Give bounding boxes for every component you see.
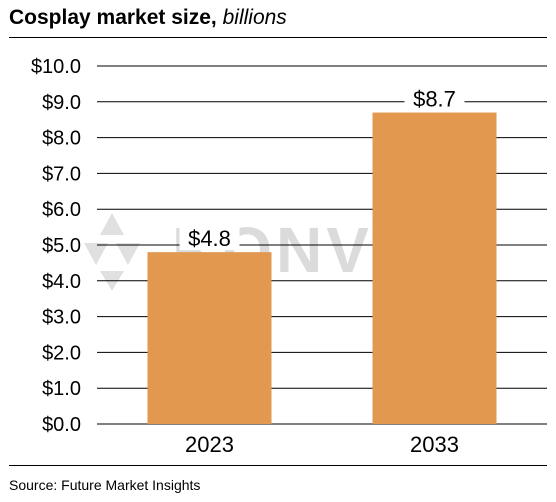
y-tick-label: $10.0	[31, 56, 81, 78]
data-label-background	[179, 226, 240, 251]
y-tick-label: $6.0	[42, 199, 81, 221]
y-tick-label: $3.0	[42, 307, 81, 329]
y-tick-label: $4.0	[42, 271, 81, 293]
bar	[147, 252, 272, 424]
x-tick-label: 2023	[185, 432, 234, 457]
title-divider	[9, 37, 547, 38]
data-label-background	[404, 86, 465, 111]
y-tick-label: $8.0	[42, 128, 81, 150]
y-tick-label: $1.0	[42, 378, 81, 400]
chart-title: Cosplay market size, billions	[9, 6, 287, 30]
y-tick-label: $2.0	[42, 342, 81, 364]
chart-title-main: Cosplay market size,	[9, 6, 217, 29]
source-note: Source: Future Market Insights	[9, 477, 201, 493]
x-tick-label: 2033	[410, 432, 459, 457]
y-tick-label: $0.0	[42, 414, 81, 436]
bar	[372, 112, 497, 424]
y-tick-label: $7.0	[42, 163, 81, 185]
data-label: $4.8	[188, 226, 231, 251]
y-tick-label: $5.0	[42, 235, 81, 257]
data-label: $8.7	[413, 87, 456, 112]
y-tick-label: $9.0	[42, 92, 81, 114]
chart-title-unit: billions	[222, 6, 287, 29]
footer-divider	[9, 465, 547, 466]
